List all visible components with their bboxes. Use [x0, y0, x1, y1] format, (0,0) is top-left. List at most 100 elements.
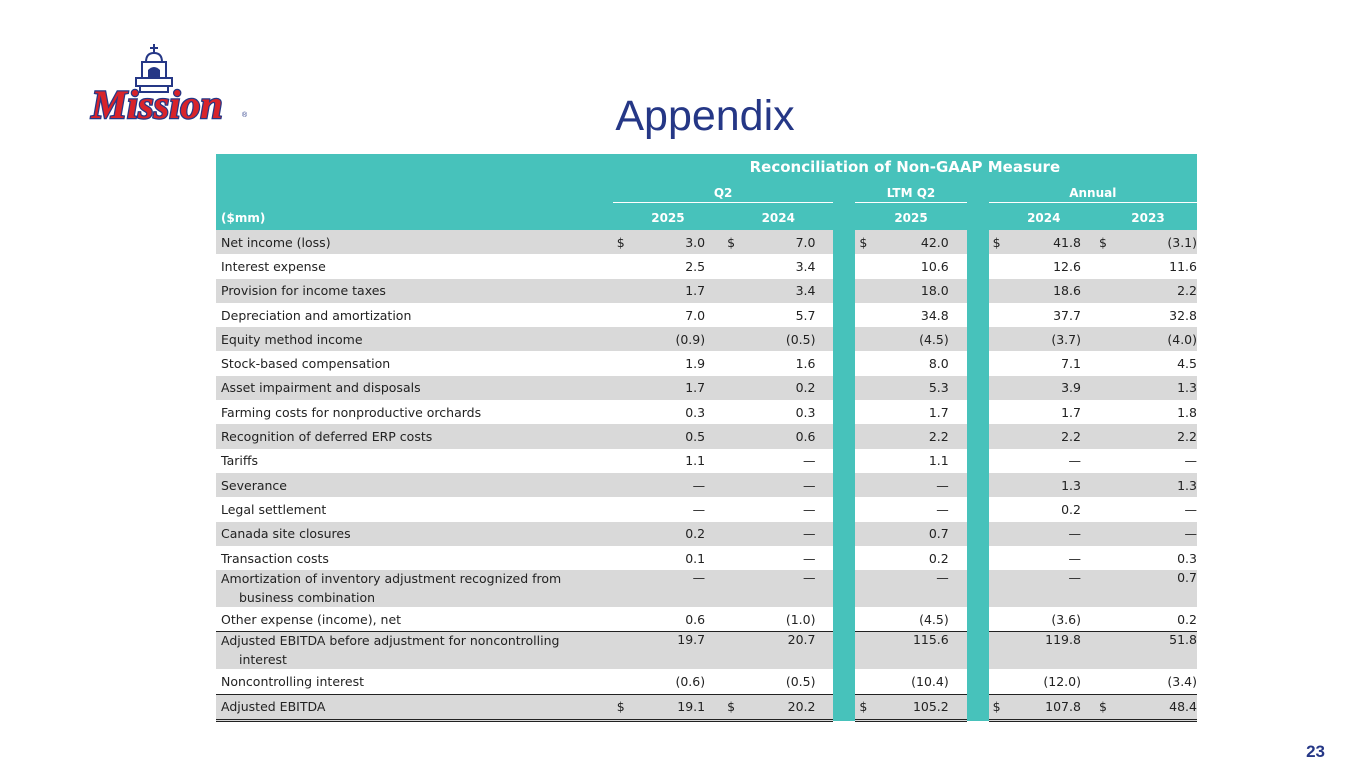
row-label-line1: Canada site closures — [221, 526, 351, 542]
value-annual-2023: — — [1126, 497, 1197, 522]
value-ltm-2025: 0.2 — [882, 545, 967, 571]
table-row: Provision for income taxes 1.7 3.4 18.0 18.6… — [216, 278, 1197, 303]
row-label: Asset impairment and disposals — [216, 375, 613, 401]
value-annual-2024: (3.7) — [1015, 327, 1099, 352]
row-label-line1: Adjusted EBITDA before adjustment for no… — [221, 633, 560, 649]
row-label-line1: Tariffs — [221, 453, 258, 469]
value-ltm-2025: 18.0 — [882, 278, 967, 303]
currency-symbol: $ — [723, 230, 751, 255]
value-annual-2023: 1.3 — [1126, 375, 1197, 401]
table-row: Depreciation and amortization 7.0 5.7 34.8 3… — [216, 302, 1197, 328]
table-row: Other expense (income), net 0.6 (1.0) (4.5)… — [216, 607, 1197, 633]
row-label: Farming costs for nonproductive orchards — [216, 400, 613, 425]
currency-symbol: $ — [855, 230, 883, 255]
year-ltm-2025: 2025 — [855, 205, 967, 230]
value-ltm-2025: — — [882, 472, 967, 498]
table-row: Stock-based compensation 1.9 1.6 8.0 7.1 4.5 — [216, 351, 1197, 376]
currency-symbol: $ — [1098, 693, 1127, 723]
currency-symbol: $ — [612, 230, 640, 255]
row-label: Interest expense — [216, 254, 613, 279]
value-annual-2024: (3.6) — [1015, 607, 1099, 633]
value-q2-2024: 3.4 — [750, 278, 834, 303]
row-label-line1: Depreciation and amortization — [221, 307, 412, 323]
table-row: Asset impairment and disposals 1.7 0.2 5.3 3… — [216, 375, 1197, 401]
year-q2-2025: 2025 — [612, 205, 724, 230]
table-row: Tariffs 1.1 — 1.1 — — — [216, 448, 1197, 473]
row-label: Net income (loss) — [216, 230, 613, 255]
row-label: Legal settlement — [216, 497, 613, 522]
currency-symbol: $ — [723, 693, 751, 723]
row-label: Severance — [216, 472, 613, 498]
value-q2-2024: 3.4 — [750, 254, 834, 279]
value-q2-2024: 0.6 — [750, 424, 834, 449]
value-q2-2025: 1.9 — [639, 351, 724, 376]
row-label-line1: Interest expense — [221, 258, 326, 274]
value-ltm-2025: 42.0 — [882, 230, 967, 255]
value-q2-2024: (0.5) — [750, 327, 834, 352]
svg-text:®: ® — [242, 111, 248, 119]
value-q2-2025: 7.0 — [639, 302, 724, 328]
header-group-row: Q2 LTM Q2 Annual — [216, 180, 1197, 205]
value-annual-2024: 41.8 — [1015, 230, 1099, 255]
year-annual-2023: 2023 — [1098, 205, 1197, 230]
value-ltm-2025: 1.1 — [882, 448, 967, 473]
page-title: Appendix — [615, 92, 795, 140]
value-annual-2023: 4.5 — [1126, 351, 1197, 376]
mission-logo-graphic: Mission ® — [89, 44, 248, 128]
row-label-line1: Net income (loss) — [221, 234, 331, 250]
header-year-row: ($mm) 2025 2024 2025 2024 2023 — [216, 205, 1197, 230]
value-annual-2024: (12.0) — [1015, 669, 1099, 695]
value-ltm-2025: 1.7 — [882, 400, 967, 425]
value-q2-2024: — — [750, 570, 834, 608]
row-label: Stock-based compensation — [216, 351, 613, 376]
row-label: Transaction costs — [216, 545, 613, 571]
table-row: Severance — — — 1.3 1.3 — [216, 472, 1197, 498]
value-annual-2023: 1.3 — [1126, 472, 1197, 498]
group-ltm: LTM Q2 — [886, 185, 936, 200]
value-ltm-2025: 34.8 — [882, 302, 967, 328]
value-annual-2023: (3.1) — [1126, 230, 1197, 255]
value-ltm-2025: — — [882, 570, 967, 608]
value-q2-2024: 0.2 — [750, 375, 834, 401]
row-label-line2: business combination — [239, 589, 376, 605]
value-annual-2024: 2.2 — [1015, 424, 1099, 449]
value-q2-2025: 1.7 — [639, 278, 724, 303]
header-title-row: Reconciliation of Non-GAAP Measure — [216, 154, 1197, 180]
table-title: Reconciliation of Non-GAAP Measure — [612, 154, 1197, 180]
value-ltm-2025: (4.5) — [882, 607, 967, 633]
value-annual-2024: 12.6 — [1015, 254, 1099, 279]
value-ltm-2025: 115.6 — [882, 631, 967, 670]
row-label-line1: Recognition of deferred ERP costs — [221, 429, 433, 445]
row-label-line1: Noncontrolling interest — [221, 674, 364, 690]
value-q2-2024: 7.0 — [750, 230, 834, 255]
value-annual-2023: 51.8 — [1126, 631, 1197, 670]
value-ltm-2025: 5.3 — [882, 375, 967, 401]
value-annual-2023: 11.6 — [1126, 254, 1197, 279]
value-q2-2024: 1.6 — [750, 351, 834, 376]
value-q2-2025: 1.7 — [639, 375, 724, 401]
value-annual-2023: 32.8 — [1126, 302, 1197, 328]
row-label: Other expense (income), net — [216, 607, 613, 633]
value-q2-2024: (0.5) — [750, 669, 834, 695]
value-q2-2025: 0.3 — [639, 400, 724, 425]
value-annual-2023: 2.2 — [1126, 424, 1197, 449]
value-q2-2025: 0.6 — [639, 607, 724, 633]
row-label: Canada site closures — [216, 521, 613, 546]
row-label: Provision for income taxes — [216, 278, 613, 303]
unit-label: ($mm) — [216, 205, 613, 230]
currency-symbol: $ — [1098, 230, 1127, 255]
table-row: Canada site closures 0.2 — 0.7 — — — [216, 521, 1197, 546]
value-ltm-2025: (10.4) — [882, 669, 967, 695]
value-q2-2025: — — [639, 570, 724, 608]
value-q2-2024: 5.7 — [750, 302, 834, 328]
table-row: Interest expense 2.5 3.4 10.6 12.6 11.6 — [216, 254, 1197, 279]
row-label-line1: Amortization of inventory adjustment rec… — [221, 571, 562, 587]
mission-logo: Mission ® — [62, 42, 248, 128]
value-q2-2025: (0.6) — [639, 669, 724, 695]
value-annual-2024: — — [1015, 545, 1099, 571]
table-row: Legal settlement — — — 0.2 — — [216, 497, 1197, 522]
bell-tower-icon — [135, 44, 173, 93]
value-ltm-2025: 10.6 — [882, 254, 967, 279]
value-annual-2023: (4.0) — [1126, 327, 1197, 352]
currency-symbol: $ — [988, 693, 1016, 723]
